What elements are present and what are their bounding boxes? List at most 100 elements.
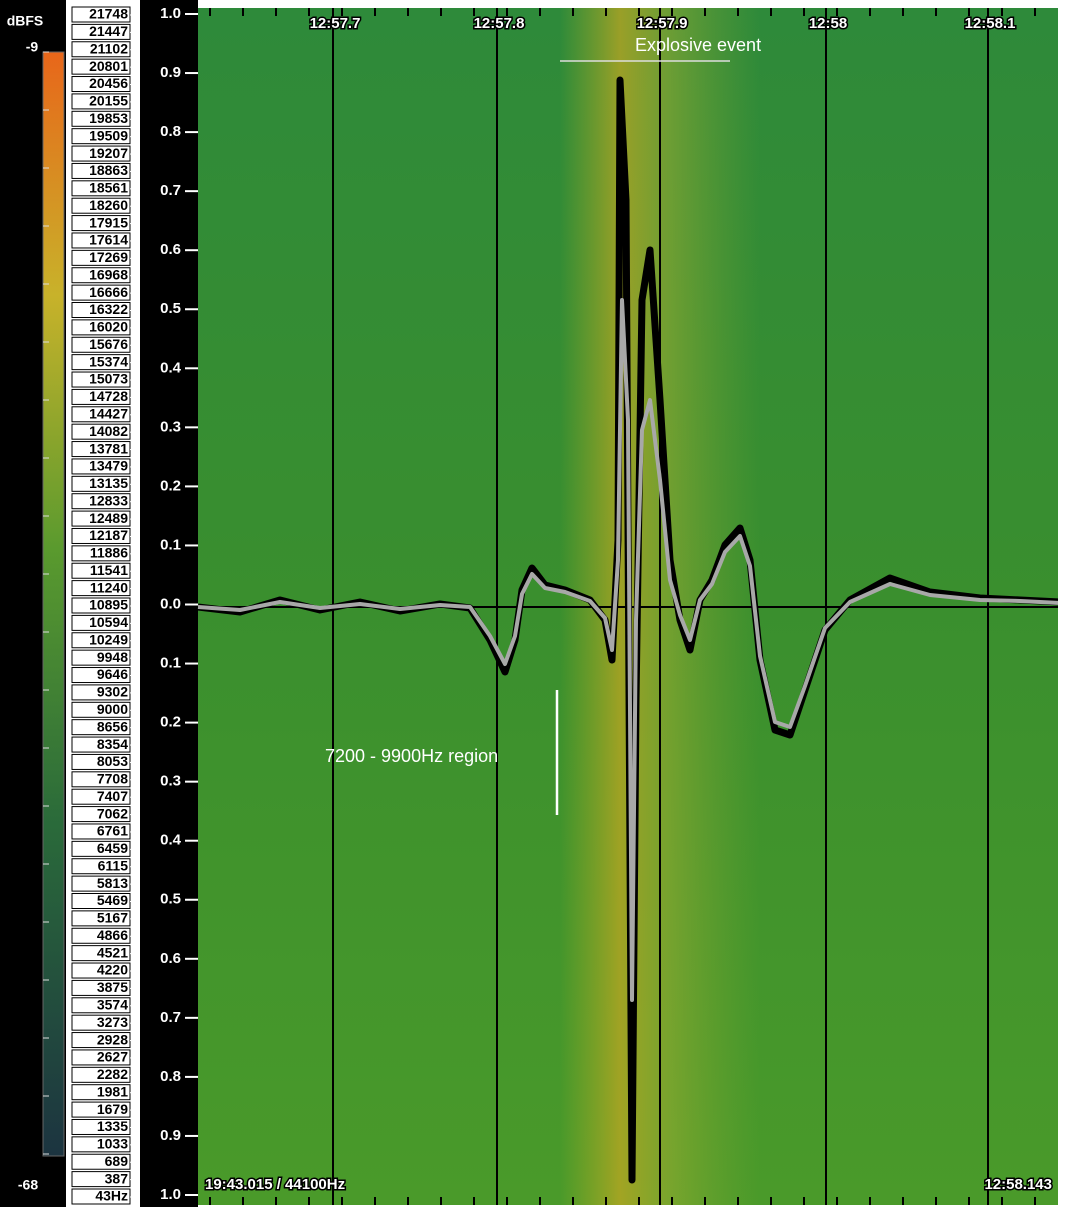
freq-label: 14728 xyxy=(89,388,128,404)
freq-label: 15073 xyxy=(89,371,128,387)
scale-unit: dBFS xyxy=(7,13,44,29)
amp-label: 0.3 xyxy=(160,418,181,435)
amp-label: 1.0 xyxy=(160,5,181,22)
freq-label: 5469 xyxy=(97,892,128,908)
freq-label: 15676 xyxy=(89,336,128,352)
freq-label: 6115 xyxy=(98,857,129,873)
amp-label: 0.6 xyxy=(160,241,181,258)
status-right: 12:58.143 xyxy=(984,1176,1052,1193)
freq-label: 12187 xyxy=(89,527,128,543)
freq-label: 20456 xyxy=(89,75,128,91)
amp-label: 0.5 xyxy=(160,300,181,317)
freq-label: 7407 xyxy=(97,788,128,804)
freq-label: 4521 xyxy=(97,944,128,960)
freq-label: 12833 xyxy=(89,492,128,508)
amp-label: 0.9 xyxy=(160,64,181,81)
freq-label: 5813 xyxy=(97,875,128,891)
amp-label: 0.9 xyxy=(160,1127,181,1144)
amp-label: 0.2 xyxy=(160,714,181,731)
freq-label: 16322 xyxy=(89,301,128,317)
freq-label: 5167 xyxy=(97,910,128,926)
freq-label: 8053 xyxy=(97,753,128,769)
freq-label: 14427 xyxy=(89,405,128,421)
scale-max: -9 xyxy=(26,39,39,55)
time-label: 12:57.9 xyxy=(637,15,688,32)
amp-label: 0.3 xyxy=(160,773,181,790)
freq-label: 9948 xyxy=(97,649,128,665)
freq-label: 2928 xyxy=(97,1031,128,1047)
status-left: 19:43.015 / 44100Hz xyxy=(205,1176,345,1193)
scale-min: -68 xyxy=(18,1177,38,1193)
freq-label-box xyxy=(71,23,131,40)
time-label: 12:57.7 xyxy=(310,15,361,32)
amp-label: 0.8 xyxy=(160,123,181,140)
region-annotation: 7200 - 9900Hz region xyxy=(325,746,498,766)
freq-label: 6761 xyxy=(97,823,128,839)
freq-label: 1679 xyxy=(97,1101,128,1117)
time-label: 12:58.1 xyxy=(965,15,1016,32)
freq-label: 17269 xyxy=(89,249,128,265)
amp-label: 0.2 xyxy=(160,477,181,494)
time-label: 12:58 xyxy=(809,15,847,32)
amp-label: 0.0 xyxy=(160,595,181,612)
freq-label: 1335 xyxy=(97,1118,128,1134)
amp-label: 0.7 xyxy=(160,182,181,199)
freq-label: 13135 xyxy=(89,475,128,491)
event-annotation: Explosive event xyxy=(635,35,761,55)
freq-label: 21447 xyxy=(89,23,128,39)
freq-label: 9646 xyxy=(97,666,128,682)
amp-label: 0.8 xyxy=(160,1068,181,1085)
freq-label: 11886 xyxy=(90,545,128,561)
freq-label: 2627 xyxy=(97,1049,128,1065)
freq-label: 6459 xyxy=(97,840,128,856)
amp-label: 0.4 xyxy=(160,359,182,376)
freq-label: 13479 xyxy=(89,458,128,474)
right-edge xyxy=(1058,0,1066,1207)
freq-label: 13781 xyxy=(89,440,128,456)
waveform xyxy=(197,298,1061,1002)
freq-label: 18863 xyxy=(89,162,128,178)
freq-label: 3574 xyxy=(97,996,128,1012)
freq-label: 10594 xyxy=(89,614,128,630)
freq-label: 689 xyxy=(105,1153,129,1169)
freq-label: 2282 xyxy=(97,1066,128,1082)
freq-label: 16020 xyxy=(89,319,128,335)
freq-label: 11541 xyxy=(90,562,128,578)
amp-label: 0.1 xyxy=(160,655,181,672)
freq-label: 3273 xyxy=(97,1014,128,1030)
freq-label: 7062 xyxy=(97,805,128,821)
freq-label: 9000 xyxy=(97,701,128,717)
freq-label: 15374 xyxy=(89,353,128,369)
amp-label: 0.1 xyxy=(160,536,181,553)
freq-label: 43Hz xyxy=(95,1188,128,1204)
freq-label: 19509 xyxy=(89,127,128,143)
freq-label: 19207 xyxy=(89,145,128,161)
freq-label: 12489 xyxy=(89,510,128,526)
amp-label: 0.7 xyxy=(160,1009,181,1026)
freq-label: 11240 xyxy=(90,579,128,595)
freq-label: 21102 xyxy=(90,40,128,56)
freq-label: 9302 xyxy=(97,684,128,700)
freq-label: 20801 xyxy=(89,58,128,74)
freq-label: 387 xyxy=(105,1170,129,1186)
time-label: 12:57.8 xyxy=(474,15,525,32)
freq-label: 8656 xyxy=(97,718,128,734)
freq-label: 1033 xyxy=(97,1136,128,1152)
freq-label: 16968 xyxy=(89,266,128,282)
freq-label: 18561 xyxy=(89,180,128,196)
freq-label: 19853 xyxy=(89,110,128,126)
freq-label: 4220 xyxy=(97,962,128,978)
freq-label: 4866 xyxy=(97,927,128,943)
freq-label: 16666 xyxy=(89,284,128,300)
freq-label: 21748 xyxy=(89,6,128,22)
amp-label: 0.5 xyxy=(160,891,181,908)
freq-label: 14082 xyxy=(89,423,128,439)
amp-label: 0.4 xyxy=(160,832,182,849)
freq-label: 3875 xyxy=(97,979,128,995)
freq-label: 10895 xyxy=(89,597,128,613)
color-bar xyxy=(42,51,65,1157)
freq-label: 18260 xyxy=(89,197,128,213)
freq-label: 1981 xyxy=(97,1083,128,1099)
